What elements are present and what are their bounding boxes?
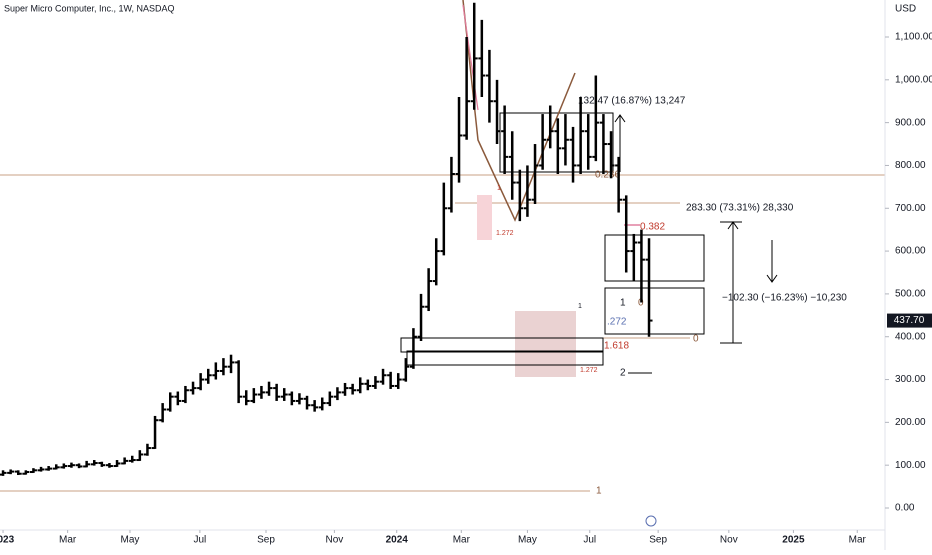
- x-tick-label: 2023: [0, 535, 15, 546]
- zigzag: [462, 0, 576, 222]
- fib-zone: [515, 311, 576, 377]
- y-tick-label: 900.00: [895, 117, 926, 128]
- last-price-box: [887, 313, 932, 328]
- y-tick-label: 400.00: [895, 331, 926, 342]
- y-tick-label: 700.00: [895, 203, 926, 214]
- x-tick-label: Sep: [257, 535, 275, 546]
- x-tick-label: Mar: [59, 535, 77, 546]
- annotation: 2: [620, 368, 626, 379]
- box: [406, 350, 604, 366]
- x-tick-label: Nov: [720, 535, 738, 546]
- y-tick-label: 600.00: [895, 246, 926, 257]
- annotation: 283.30 (73.31%) 28,330: [686, 203, 794, 214]
- annotation: 0: [638, 298, 644, 309]
- box: [604, 287, 705, 335]
- y-axis-label: USD: [895, 4, 916, 15]
- y-tick-label: 100.00: [895, 460, 926, 471]
- x-tick-label: May: [518, 535, 537, 546]
- annotation: 0.382: [640, 222, 665, 233]
- y-tick-label: 300.00: [895, 374, 926, 385]
- fib-zone: [477, 195, 492, 240]
- x-tick-label: Nov: [325, 535, 343, 546]
- y-tick-label: 200.00: [895, 417, 926, 428]
- annotation: 1: [497, 185, 501, 192]
- zigzag: [462, 4, 479, 111]
- x-tick-label: Jul: [583, 535, 596, 546]
- add-button[interactable]: [645, 515, 657, 527]
- chart-title: Super Micro Computer, Inc., 1W, NASDAQ: [4, 3, 175, 13]
- y-tick-label: 0.00: [895, 503, 915, 514]
- box: [400, 337, 604, 353]
- y-tick-label: 1,100.00: [895, 32, 932, 43]
- arrow: [766, 274, 778, 283]
- x-tick-label: Mar: [849, 535, 867, 546]
- arrow: [727, 221, 739, 230]
- y-tick-label: 800.00: [895, 160, 926, 171]
- annotation: 1: [578, 303, 582, 310]
- annotation: 0: [693, 334, 699, 345]
- annotation: 1: [620, 298, 626, 309]
- annotation: .272: [607, 317, 627, 328]
- y-tick-label: 500.00: [895, 289, 926, 300]
- box: [604, 234, 705, 282]
- annotation: 1.272: [580, 367, 598, 374]
- x-tick-label: Sep: [649, 535, 667, 546]
- x-tick-label: 2024: [386, 535, 409, 546]
- y-tick-label: 1,000.00: [895, 74, 932, 85]
- annotation: 1: [596, 486, 602, 497]
- x-tick-label: Jul: [193, 535, 206, 546]
- annotation: 1.272: [496, 230, 514, 237]
- x-tick-label: May: [121, 535, 140, 546]
- annotation: −102.30 (−16.23%) −10,230: [722, 293, 847, 304]
- arrow: [614, 114, 626, 123]
- box: [499, 112, 614, 173]
- annotation: 1.618: [604, 341, 629, 352]
- annotation: 0.236: [595, 170, 620, 181]
- annotation: 132.47 (16.87%) 13,247: [578, 96, 686, 107]
- x-tick-label: Mar: [453, 535, 471, 546]
- last-price-label: 437.70: [894, 315, 925, 326]
- x-tick-label: 2025: [782, 535, 805, 546]
